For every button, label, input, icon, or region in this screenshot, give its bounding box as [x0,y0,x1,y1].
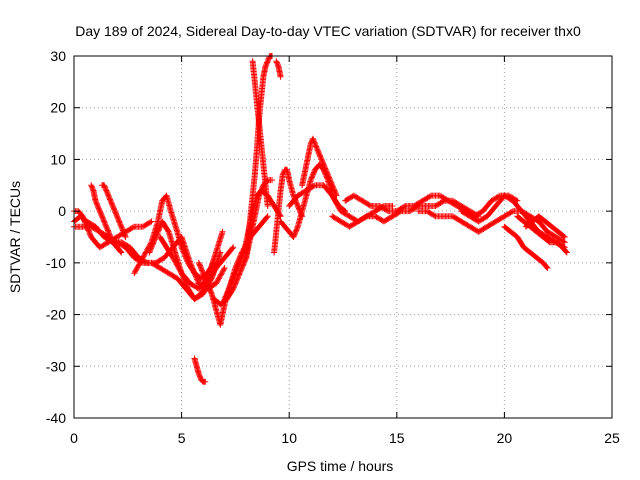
x-tick-label: 25 [604,430,620,446]
data-points [71,53,570,385]
y-tick-label: -40 [46,410,66,426]
data-point-markers [271,166,306,256]
data-point-markers [157,228,226,292]
data-point-markers [522,213,568,240]
x-axis-label: GPS time / hours [287,458,394,474]
series-arc-26 [522,213,568,240]
data-point-markers [299,135,340,199]
y-tick-label: -10 [46,255,66,271]
y-tick-label: 10 [50,151,66,167]
y-tick-label: 30 [50,48,66,64]
y-tick-label: 20 [50,100,66,116]
data-point-markers [329,197,482,230]
x-tick-label: 15 [389,430,405,446]
x-tick-label: 5 [178,430,186,446]
series-arc-5 [99,182,129,240]
series-arc-21 [342,192,521,220]
data-point-markers [191,355,209,385]
y-axis-label: SDTVAR / TECUs [7,181,23,293]
data-point-markers [131,192,217,282]
data-point-markers [88,182,125,256]
data-point-markers [99,182,129,240]
y-tick-label: 0 [58,203,66,219]
data-point-markers [342,192,521,220]
x-tick-label: 10 [281,430,297,446]
series-arc-24 [501,223,551,271]
data-point-markers [249,58,271,209]
data-point-markers [273,58,284,80]
series-arc-16 [271,166,306,256]
chart-title: Day 189 of 2024, Sidereal Day-to-day VTE… [75,23,581,39]
axis-ticks: 0 5 10 15 20 25 -40 -30 -20 -10 0 10 20 30 [46,48,620,446]
series-arc-18 [299,135,340,199]
plot-frame [73,55,613,419]
data-point-markers [501,223,551,271]
series-arc-8 [157,228,226,292]
series-arc-6 [131,192,217,282]
series-arc-15 [273,58,284,80]
x-tick-label: 20 [497,430,513,446]
series-arc-14 [249,58,271,209]
y-tick-label: -20 [46,307,66,323]
series-arc-10 [191,355,209,385]
y-tick-label: -30 [46,358,66,374]
series-arc-4 [88,182,125,256]
x-tick-label: 0 [70,430,78,446]
series-arc-20 [329,197,482,230]
